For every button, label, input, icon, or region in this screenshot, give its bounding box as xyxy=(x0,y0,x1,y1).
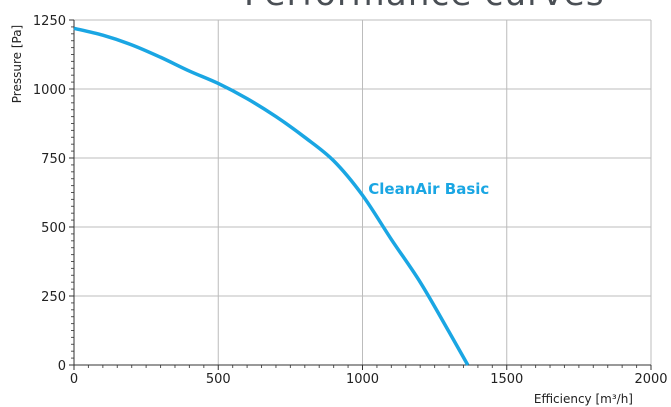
x-axis-label: Efficiency [m³/h] xyxy=(534,392,633,406)
y-tick-label: 0 xyxy=(58,359,66,374)
y-tick-label: 750 xyxy=(41,152,66,167)
x-tick-label: 500 xyxy=(206,372,231,387)
x-tick-label: 2000 xyxy=(634,372,667,387)
grid xyxy=(74,19,652,365)
series-line xyxy=(73,26,470,366)
minor-ticks xyxy=(69,19,652,370)
y-axis-label: Pressure [Pa] xyxy=(10,25,24,103)
x-tick-label: 0 xyxy=(70,372,78,387)
x-tick-label: 1500 xyxy=(490,372,523,387)
y-tick-label: 500 xyxy=(41,221,66,236)
y-tick-label: 1250 xyxy=(33,14,66,29)
x-tick-label: 1000 xyxy=(346,372,379,387)
axes xyxy=(73,20,651,366)
series-label: CleanAir Basic xyxy=(368,180,489,198)
series-layer: CleanAir Basic xyxy=(73,26,489,366)
tick-labels: 0 500 1000 1500 2000 0 250 500 750 1000 1250 xyxy=(33,14,668,387)
chart-title: Performance curves xyxy=(244,0,605,14)
y-tick-label: 250 xyxy=(41,290,66,305)
y-tick-label: 1000 xyxy=(33,83,66,98)
